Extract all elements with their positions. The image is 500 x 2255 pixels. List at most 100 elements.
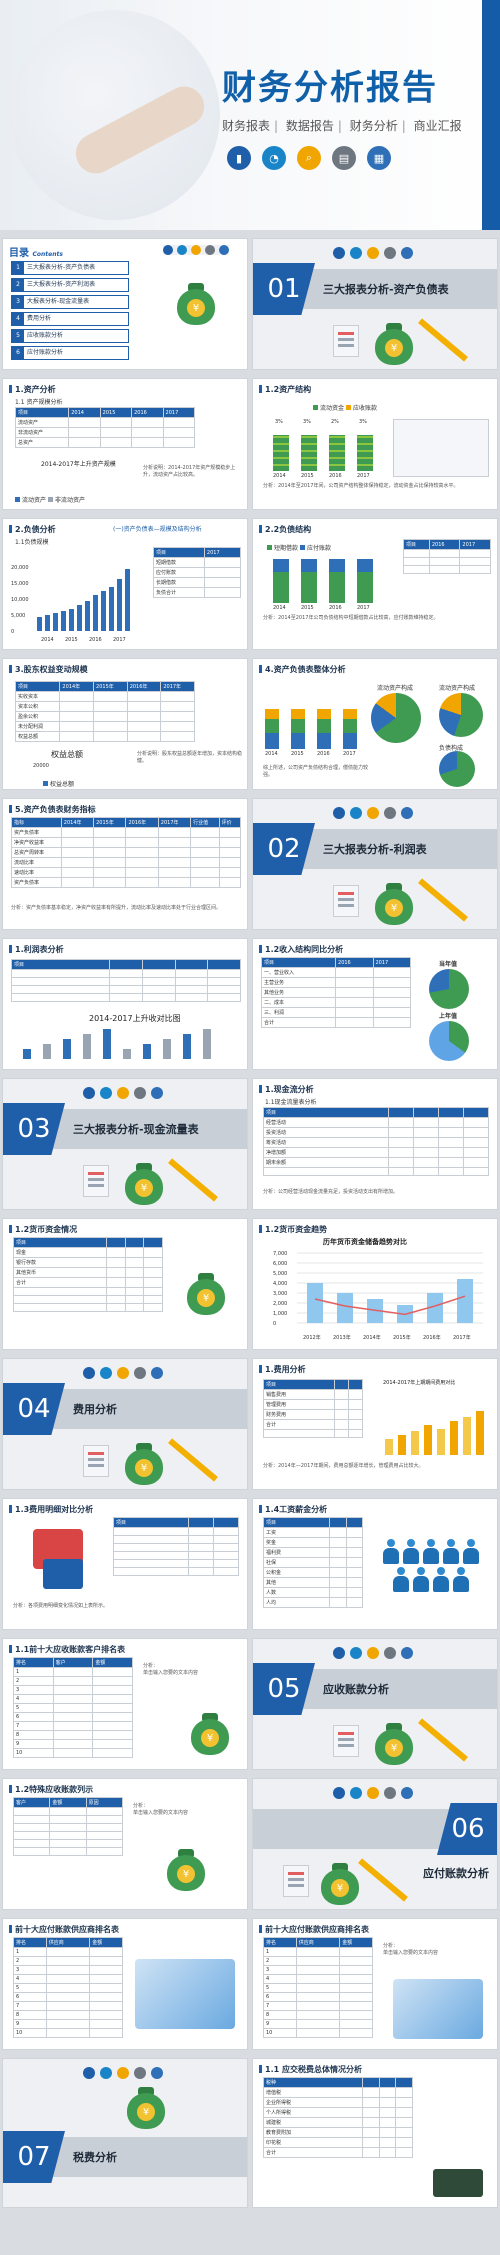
- analysis-note: 分析：资产负债率基本稳定，净资产收益率有所提升，流动比率及速动比率处于行业合理区…: [11, 905, 222, 911]
- toc-item[interactable]: 1 三大报表分析-资产负债表: [11, 261, 129, 275]
- chart-bar: [427, 1293, 443, 1323]
- cover-tags: 财务报表 | 数据报告 | 财务分析 | 商业汇报: [222, 119, 462, 133]
- axis-tick: 2017: [113, 637, 126, 643]
- axis-tick: 2,000: [273, 1301, 287, 1307]
- cash-trend-chart: 7,000 6,000 5,000 4,000 3,000 2,000 1,000 0 2012…: [273, 1251, 483, 1341]
- magnifier-icon: [191, 245, 201, 255]
- document-icon: [83, 1445, 109, 1477]
- cover-tag: 数据报告: [285, 119, 334, 133]
- pie-label: 流动资产构成: [439, 685, 476, 692]
- axis-tick: 2012年: [303, 1334, 321, 1341]
- section-number: 07: [3, 2131, 65, 2183]
- chart-bar: [265, 709, 279, 749]
- analysis-note: 分析：公司经营活动现金流量充足，投资活动支出有所增加。: [263, 1189, 399, 1195]
- calculator-illustration: [433, 2169, 483, 2197]
- pencil-icon: [418, 1718, 468, 1762]
- chart-bar: [450, 1421, 458, 1455]
- section-slide-04: 04 费用分析 ¥: [2, 1358, 248, 1490]
- cash-table: 项目 现金 银行存款 其他货币 合计: [12, 1237, 163, 1312]
- analysis-note: 分析说明：2014-2017年资产规模稳步上升，流动资产占比较高。: [143, 465, 236, 478]
- slide-icons: [333, 1647, 413, 1659]
- money-bag-icon: ¥: [187, 1709, 233, 1757]
- toc-slide: 目录 Contents 1 三大报表分析-资产负债表 2 三大报表分析-资产利润表 …: [2, 238, 248, 370]
- money-bag-icon: ¥: [371, 879, 417, 927]
- slide-heading: 4.资产负债表整体分析: [259, 664, 346, 675]
- person-body: [383, 1548, 399, 1564]
- person-body: [443, 1548, 459, 1564]
- chart-bar: [307, 1283, 323, 1323]
- money-bag-icon: ¥: [317, 1859, 363, 1907]
- magnifier-icon: [117, 2067, 129, 2079]
- pie-chart-icon: [350, 247, 362, 259]
- axis-tick: 5,000: [11, 613, 25, 619]
- chart-bar: [43, 1044, 51, 1059]
- axis-tick: 2014: [273, 473, 286, 479]
- slide-heading: 2.2负债结构: [259, 524, 311, 535]
- toc-item[interactable]: 2 三大报表分析-资产利润表: [11, 278, 129, 292]
- document-icon: [83, 1165, 109, 1197]
- chart-title: 2014-2017年上期期间费用对比: [383, 1380, 456, 1386]
- person-head: [447, 1539, 455, 1547]
- cover-title: 财务分析报告: [222, 68, 438, 108]
- calculator-icon: [219, 245, 229, 255]
- money-bag-icon: ¥: [183, 1269, 229, 1317]
- chart-bar: [203, 1029, 211, 1059]
- bar-chart-icon: [333, 1787, 345, 1799]
- equity-table: 项目 2014年 2015年 2016年 2017年 实收资本 资本公积 盈余公积 未分…: [14, 681, 195, 742]
- analysis-note: 分析： 单击输入您要的文本内容: [143, 1663, 199, 1676]
- document-icon: [333, 325, 359, 357]
- axis-tick: 5,000: [273, 1271, 287, 1277]
- slide-profit: 1.利润表分析 项目 2014-2017上升收对比图: [2, 938, 248, 1070]
- chart-bar: [183, 1034, 191, 1059]
- chart-bar: [329, 559, 345, 603]
- document-icon: ▤: [332, 146, 356, 170]
- slide-payables-top10-b: 前十大应付账款供应商排名表 排名 供应商 金额 1 2 3 4 5 6 7 8 9 10 分析： 单击输…: [252, 1918, 498, 2050]
- chart-bar: [357, 559, 373, 603]
- debt-structure-table: 项目 2016 2017: [403, 539, 491, 574]
- person-body: [423, 1548, 439, 1564]
- axis-tick: 2015: [291, 751, 304, 757]
- axis-tick: 2015: [301, 473, 314, 479]
- chart-bar: [291, 709, 305, 749]
- chart-bar: [411, 1431, 419, 1455]
- person-head: [407, 1539, 415, 1547]
- toc-item[interactable]: 3 大报表分析-现金流量表: [11, 295, 129, 309]
- document-icon: [333, 885, 359, 917]
- axis-tick: 2017: [357, 473, 370, 479]
- magnifier-icon: ⌕: [297, 146, 321, 170]
- person-body: [393, 1576, 409, 1592]
- axis-tick: 2014: [273, 605, 286, 611]
- pie-label: 负债构成: [439, 745, 464, 752]
- slide-cash-trend: 1.2货币资金趋势 历年货币资金储备趋势对比 7,000 6,000 5,000 4,…: [252, 1218, 498, 1350]
- chart-bar: [109, 587, 114, 631]
- slide-heading: 1.1 应交税费总体情况分析: [259, 2064, 362, 2075]
- calculator-icon: [401, 1787, 413, 1799]
- axis-tick: 2014年: [363, 1334, 381, 1341]
- slide-heading: 1.2资产结构: [259, 384, 311, 395]
- chart-bar: [123, 1049, 131, 1059]
- chart-bar: [317, 709, 331, 749]
- toc-item[interactable]: 5 应收账款分析: [11, 329, 129, 343]
- money-bag-icon: ¥: [371, 319, 417, 367]
- slide-subheading: 1.1负债规模: [15, 539, 49, 546]
- bar-chart-icon: [333, 807, 345, 819]
- money-bag-icon: ¥: [163, 1845, 209, 1893]
- chart-bar: [63, 1039, 71, 1059]
- analysis-note: 分析说明：股东权益总额逐年增加，资本结构稳健。: [137, 751, 243, 764]
- slide-heading: 1.2收入结构同比分析: [259, 944, 343, 955]
- document-icon: [134, 1087, 146, 1099]
- toc-item[interactable]: 4 费用分析: [11, 312, 129, 326]
- chart-bar: [273, 559, 289, 603]
- analysis-note: 综上所述，公司资产负债结构合理，偿债能力较强。: [263, 765, 369, 778]
- expense-table: 项目 销售费用 管理费用 财务费用 合计: [263, 1379, 364, 1438]
- toc-item[interactable]: 6 应付账款分析: [11, 346, 129, 360]
- magnifier-icon: [367, 807, 379, 819]
- chart-bar: [329, 435, 345, 471]
- analysis-note: 分析：2014年—2017年期间，费用总额逐年增长，管理费用占比较大。: [263, 1463, 424, 1469]
- city-illustration: [393, 1979, 483, 2039]
- calculator-icon: ▦: [367, 146, 391, 170]
- section-title: 税费分析: [73, 2151, 117, 2164]
- document-icon: [384, 247, 396, 259]
- document-icon: [384, 807, 396, 819]
- bar-chart-icon: ▮: [227, 146, 251, 170]
